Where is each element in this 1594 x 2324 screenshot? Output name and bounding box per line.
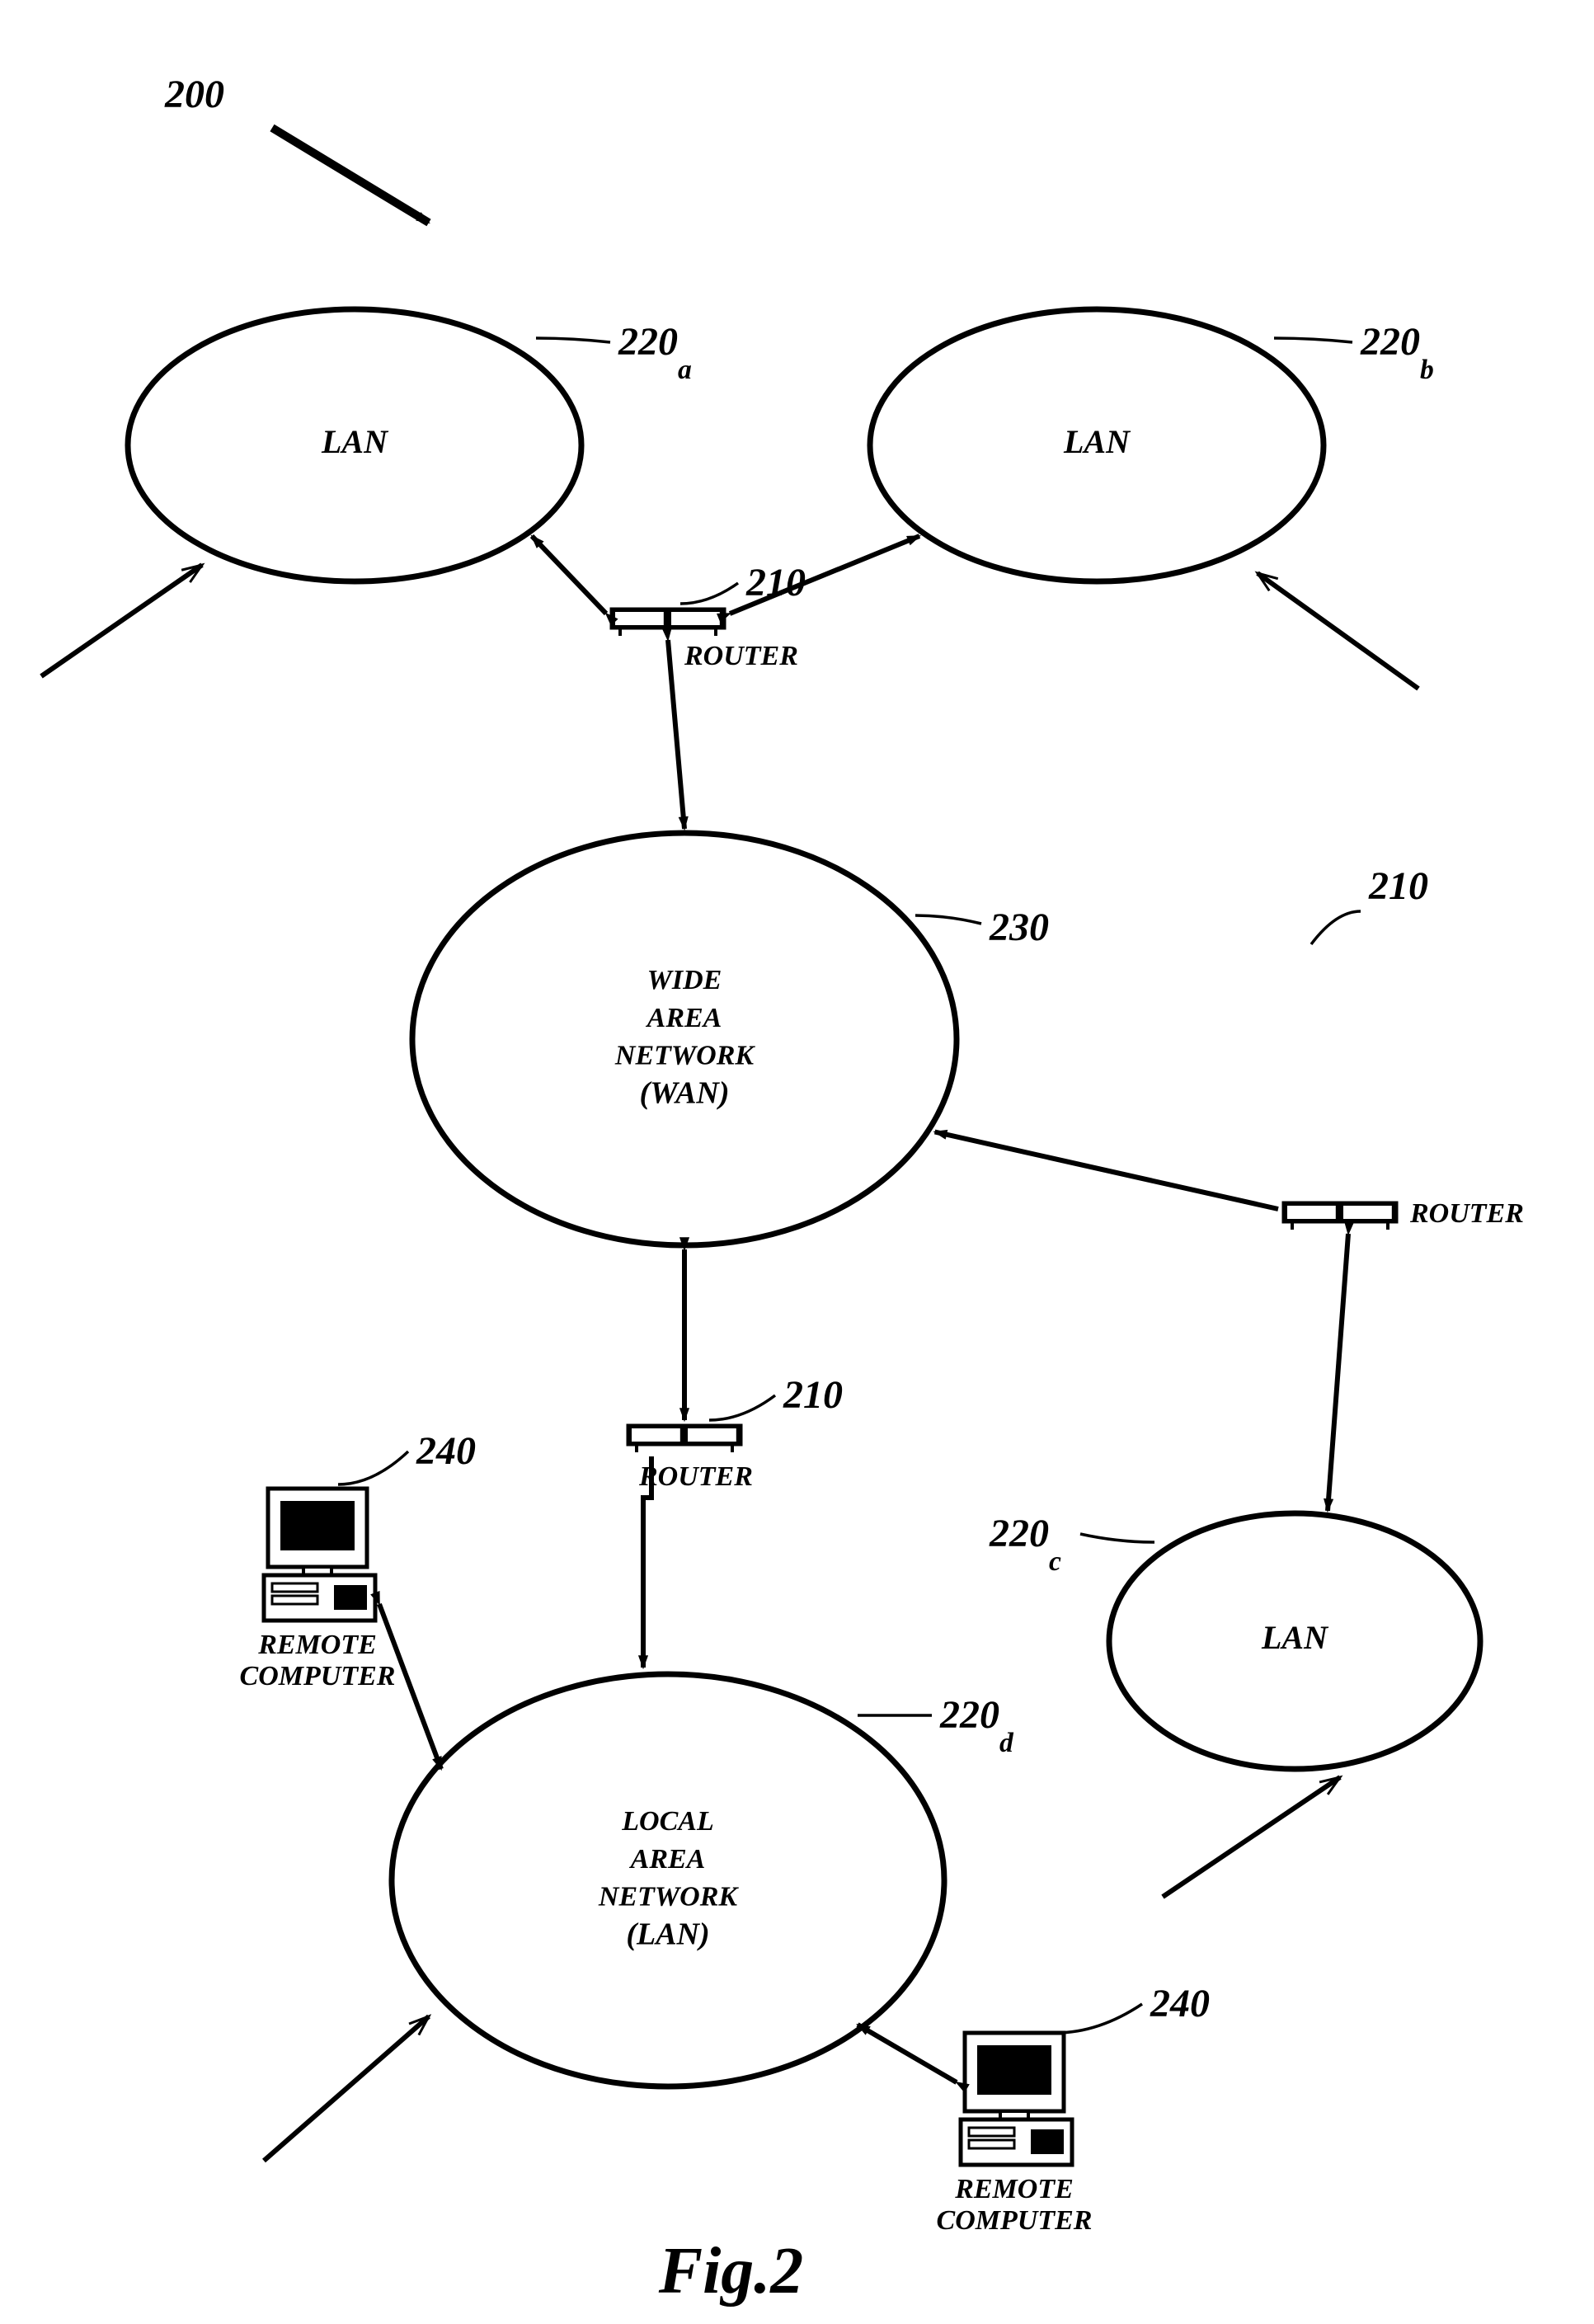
link-r3-wan: [935, 1132, 1278, 1210]
link-r1-lana: [532, 536, 606, 614]
lan-a-label: LAN: [321, 423, 389, 460]
lan-d-label-0: LOCAL: [621, 1806, 713, 1837]
lan-b-label: LAN: [1063, 423, 1131, 460]
link-r1-wan: [668, 640, 684, 829]
wan-ref: 230: [989, 906, 1049, 949]
lan-d-label-1: AREA: [629, 1844, 706, 1875]
lan-a-ref: 220a: [618, 320, 692, 385]
remote-computer-1: [264, 1489, 375, 1621]
router-3: [1282, 1202, 1398, 1230]
remote-computer-2-label-0: REMOTE: [954, 2174, 1074, 2204]
figure-caption: Fig.2: [658, 2235, 804, 2308]
router-1: [610, 608, 726, 636]
inbound-arrow-2: [1163, 1777, 1340, 1897]
figure-ref-arrow: [272, 128, 429, 223]
lan-d-label-3: (LAN): [626, 1917, 709, 1952]
remote-computer-1-label-1: COMPUTER: [240, 1661, 396, 1691]
router-2: [627, 1424, 742, 1452]
router-3-label: ROUTER: [1409, 1198, 1524, 1229]
wan-label-0: WIDE: [647, 965, 722, 995]
link-c2-land: [858, 2025, 957, 2082]
wan: [412, 833, 957, 1245]
figure-ref: 200: [164, 73, 224, 116]
lan-c-label: LAN: [1261, 1619, 1329, 1656]
wan-label-2: NETWORK: [614, 1041, 755, 1071]
wan-label-1: AREA: [646, 1003, 722, 1033]
inbound-arrow-1: [1258, 573, 1418, 689]
router-1-label: ROUTER: [684, 641, 798, 671]
lan-d-label-2: NETWORK: [598, 1882, 739, 1912]
link-r3-lanc: [1328, 1234, 1348, 1511]
remote-computer-1-label-0: REMOTE: [257, 1630, 377, 1660]
lan-c-ref: 220c: [989, 1512, 1061, 1577]
inbound-arrow-3: [264, 2016, 429, 2161]
router-2-label: ROUTER: [638, 1461, 753, 1492]
remote-computer-2: [961, 2033, 1072, 2165]
router-2-ref: 210: [783, 1373, 843, 1417]
wan-label-3: (WAN): [639, 1076, 729, 1111]
lan-b-ref: 220b: [1360, 320, 1434, 385]
remote-computer-2-ref: 240: [1150, 1982, 1210, 2025]
lan-d-ref: 220d: [939, 1693, 1014, 1758]
router-1-ref: 210: [745, 561, 806, 605]
inbound-arrow-0: [41, 565, 202, 676]
router-3-ref: 210: [1368, 864, 1428, 908]
remote-computer-2-label-1: COMPUTER: [937, 2205, 1093, 2236]
remote-computer-1-ref: 240: [416, 1429, 476, 1473]
